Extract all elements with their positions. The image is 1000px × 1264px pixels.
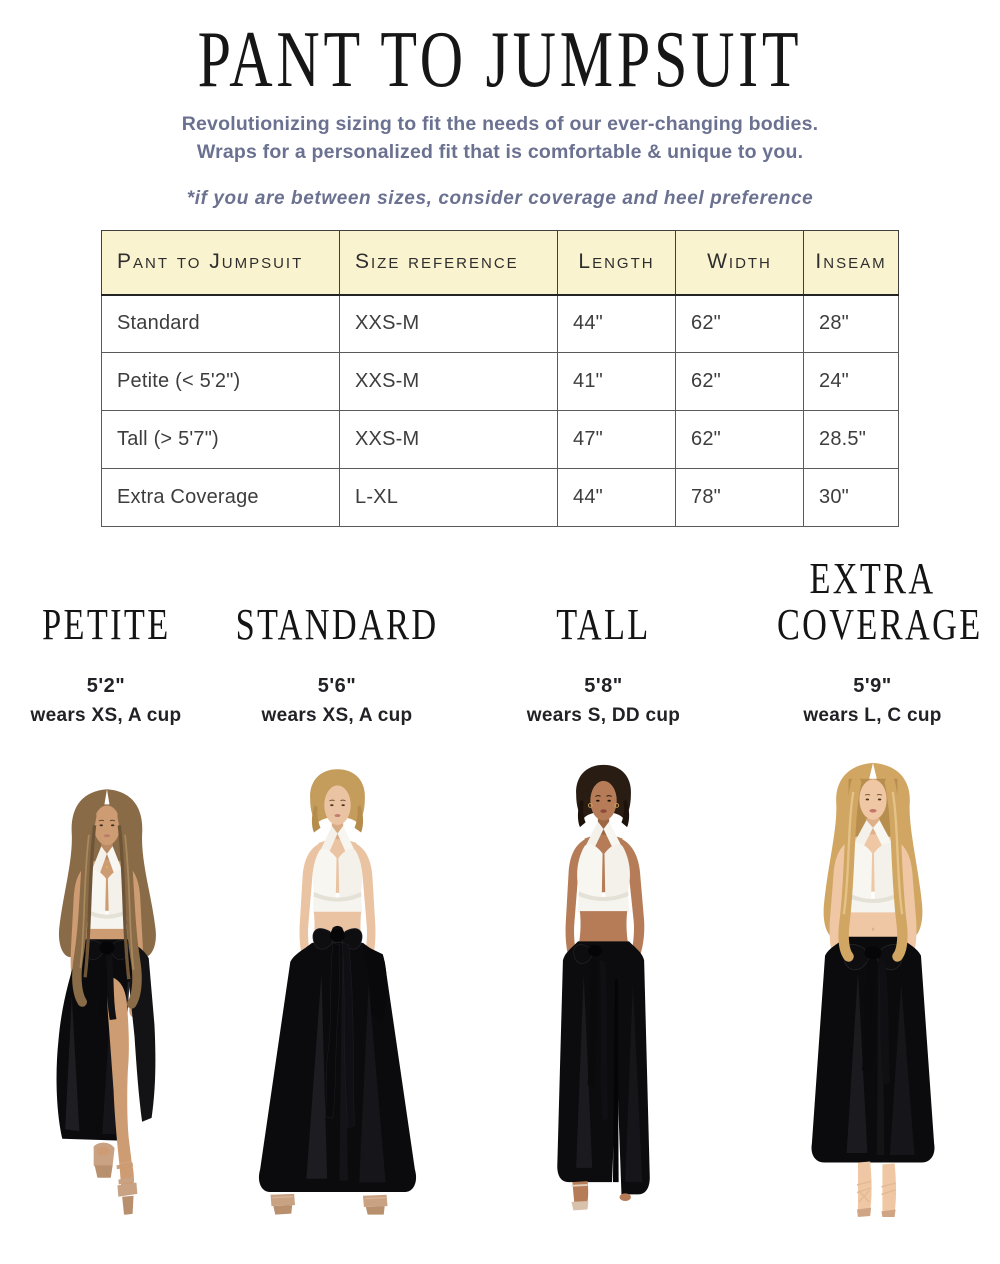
midriff: [86, 928, 128, 942]
col-header-length: Length: [557, 230, 676, 296]
cell-width: 62": [675, 410, 804, 469]
waist-bow: [85, 940, 129, 1021]
face: [93, 805, 121, 869]
hair-front: [72, 811, 142, 1009]
face: [587, 780, 619, 821]
left-shoe: [856, 1161, 872, 1217]
page-title: PANT TO JUMPSUIT: [197, 16, 803, 104]
subtitle-line-2: Wraps for a personalized fit that is com…: [196, 141, 804, 163]
cell-length: 47": [557, 410, 676, 469]
table-row-petite: Petite (< 5'2") XXS-M 41" 62" 24": [101, 352, 899, 411]
size-guide-page: PANT TO JUMPSUIT Revolutionizing sizing …: [0, 14, 1000, 1264]
cell-size-reference: XXS-M: [339, 352, 558, 411]
model-photo-tall: [556, 764, 650, 1211]
cell-size-reference: XXS-M: [339, 410, 558, 469]
face: [323, 785, 351, 825]
model-comparison-section: PETITE 5'2" wears XS, A cup: [0, 555, 1000, 1217]
cell-fit: Tall (> 5'7"): [101, 410, 340, 469]
cell-inseam: 24": [803, 352, 899, 411]
cell-length: 41": [557, 352, 676, 411]
model-size-info-extra-coverage: wears L, C cup: [803, 705, 942, 726]
col-header-fit: Pant to Jumpsuit: [101, 230, 340, 296]
left-shoe: [570, 1181, 588, 1211]
model-height-extra-coverage: 5'9": [853, 675, 892, 697]
right-shoe: [362, 1194, 388, 1215]
cell-inseam: 30": [803, 468, 899, 527]
col-header-width: Width: [675, 230, 804, 296]
model-height-standard: 5'6": [317, 675, 357, 697]
midriff: [846, 912, 899, 939]
model-section-standard: STANDARD 5'6" wears XS, A cup: [212, 555, 462, 1217]
section-title-tall: TALL: [556, 600, 651, 650]
cell-width: 78": [675, 468, 804, 527]
model-height-tall: 5'8": [584, 675, 623, 697]
section-title-petite: PETITE: [41, 600, 171, 650]
midriff: [578, 911, 628, 944]
cell-size-reference: L-XL: [339, 468, 558, 527]
table-row-extra-coverage: Extra Coverage L-XL 44" 78" 30": [101, 468, 899, 527]
model-photo-petite: [56, 789, 156, 1215]
front-heel-shoe: [116, 1161, 138, 1215]
cell-length: 44": [557, 468, 676, 527]
col-header-inseam: Inseam: [803, 230, 899, 296]
subtitle-line-1: Revolutionizing sizing to fit the needs …: [181, 113, 819, 135]
halter-top: [312, 825, 362, 918]
cell-size-reference: XXS-M: [339, 294, 558, 353]
model-section-tall: TALL 5'8" wears S, DD cup: [462, 555, 745, 1217]
section-title-standard: STANDARD: [235, 600, 439, 650]
right-shoe: [880, 1163, 896, 1217]
cell-length: 44": [557, 294, 676, 353]
model-section-extra-coverage: EXTRA COVERAGE 5'9" wears L, C cup: [745, 555, 1000, 1217]
exposed-leg: [107, 977, 132, 1164]
cell-inseam: 28": [803, 294, 899, 353]
page-subtitle: Revolutionizing sizing to fit the needs …: [0, 110, 1000, 166]
col-header-size-reference: Size reference: [339, 230, 558, 296]
waist-bow: [572, 944, 608, 1121]
model-size-info-tall: wears S, DD cup: [526, 705, 681, 726]
table-row-tall: Tall (> 5'7") XXS-M 47" 62" 28.5": [101, 410, 899, 469]
waist-bow: [312, 928, 362, 1129]
model-height-petite: 5'2": [86, 675, 126, 697]
cell-fit: Extra Coverage: [101, 468, 340, 527]
right-shoe-toe: [619, 1193, 631, 1201]
face: [858, 779, 887, 820]
cell-width: 62": [675, 294, 804, 353]
table-row-standard: Standard XXS-M 44" 62" 28": [101, 294, 899, 353]
cell-fit: Petite (< 5'2"): [101, 352, 340, 411]
halter-top: [576, 821, 630, 918]
cell-inseam: 28.5": [803, 410, 899, 469]
model-size-info-petite: wears XS, A cup: [30, 705, 182, 726]
sizing-note: *if you are between sizes, consider cove…: [186, 188, 814, 209]
size-table-header: Pant to Jumpsuit Size reference Length W…: [101, 230, 899, 296]
cell-fit: Standard: [101, 294, 340, 353]
model-size-info-standard: wears XS, A cup: [261, 705, 413, 726]
size-table: Pant to Jumpsuit Size reference Length W…: [101, 230, 899, 527]
left-shoe: [270, 1193, 295, 1215]
cell-width: 62": [675, 352, 804, 411]
back-heel-shoe: [93, 1142, 115, 1178]
section-title-extra-coverage: EXTRA COVERAGE: [776, 553, 983, 650]
model-photo-standard: [258, 769, 416, 1215]
model-section-petite: PETITE 5'2" wears XS, A cup: [0, 555, 212, 1217]
model-photo-extra-coverage: [811, 762, 934, 1217]
wide-leg-pants: [258, 925, 416, 1192]
hair-front: [837, 777, 908, 962]
